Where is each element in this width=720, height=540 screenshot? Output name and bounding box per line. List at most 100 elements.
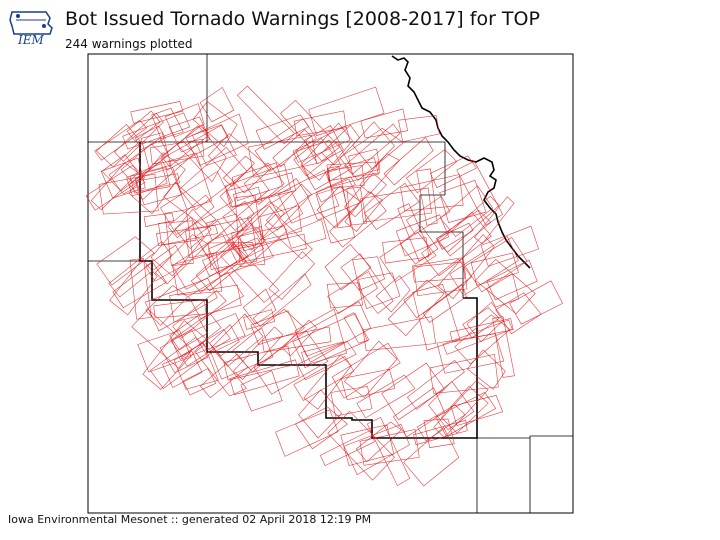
tornado-warning-polygon <box>300 122 353 181</box>
tornado-warning-polygon <box>286 219 327 249</box>
tornado-warning-polygon <box>253 330 329 395</box>
tornado-warning-polygon <box>324 243 372 291</box>
tornado-warning-polygon <box>438 195 500 253</box>
tornado-warning-polygon <box>185 113 249 166</box>
tornado-warning-polygon <box>449 318 514 343</box>
iem-logo-text: IEM <box>17 33 45 46</box>
tornado-warning-polygon <box>423 418 455 448</box>
tornado-warning-polygon <box>470 252 519 286</box>
tornado-warning-polygon <box>330 385 373 417</box>
tornado-warning-polygon <box>363 182 420 231</box>
tornado-warning-polygon <box>277 169 340 224</box>
tornado-warning-polygon <box>301 141 353 191</box>
tornado-warning-polygon <box>280 99 340 162</box>
tornado-warning-polygon <box>114 112 164 162</box>
tornado-warning-polygon <box>171 233 238 290</box>
tornado-warning-polygon <box>340 424 395 466</box>
tornado-warning-polygon <box>435 222 474 250</box>
tornado-warning-polygon <box>439 185 494 238</box>
tornado-warning-polygon <box>413 419 468 446</box>
tornado-warning-polygon <box>296 340 357 381</box>
tornado-warning-polygon <box>495 292 542 335</box>
tornado-warning-polygon <box>398 115 440 143</box>
tornado-warning-polygon <box>329 191 387 248</box>
tornado-warning-polygon <box>387 279 445 337</box>
tornado-warning-polygon <box>168 152 213 210</box>
tornado-warning-polygon <box>298 389 343 439</box>
tornado-warning-polygon <box>392 387 445 438</box>
tornado-warning-polygon <box>229 359 300 396</box>
tornado-warning-polygon <box>382 237 430 264</box>
tornado-warning-polygon <box>466 349 506 390</box>
tornado-warning-polygon <box>95 123 141 168</box>
tornado-warning-polygon <box>360 187 432 223</box>
tornado-warning-polygon <box>340 368 396 401</box>
tornado-warning-polygon <box>295 139 342 180</box>
tornado-warning-polygon <box>413 261 468 297</box>
tornado-warning-polygon <box>268 178 309 218</box>
tornado-warning-polygon <box>355 421 402 463</box>
tornado-warning-polygon <box>436 333 505 374</box>
tornado-warning-polygon <box>222 155 255 187</box>
tornado-warning-polygon <box>475 258 536 315</box>
tornado-warning-polygon <box>96 236 155 286</box>
tornado-warning-polygon <box>343 312 370 344</box>
tornado-warning-polygon <box>430 155 477 189</box>
tornado-warning-polygon <box>156 224 218 247</box>
tornado-warning-polygon <box>150 208 212 277</box>
tornado-warning-polygon <box>304 125 344 165</box>
tornado-warning-polygon <box>292 125 351 163</box>
tornado-warning-polygon <box>220 243 280 303</box>
tornado-warning-polygon <box>509 280 564 325</box>
tornado-warning-polygon <box>303 354 352 410</box>
tornado-warning-polygon <box>171 313 246 360</box>
tornado-warning-polygon <box>182 368 217 396</box>
tornado-warning-polygon <box>327 165 352 229</box>
tornado-warning-polygon <box>405 149 458 194</box>
tornado-warning-polygon <box>440 385 489 434</box>
tornado-warning-polygon <box>437 234 495 300</box>
tornado-warning-polygon <box>343 340 398 398</box>
tornado-warning-polygon <box>210 328 274 380</box>
tornado-warning-polygon <box>435 392 497 437</box>
tornado-warning-polygon <box>236 85 296 145</box>
tornado-warning-polygon <box>397 203 432 262</box>
tornado-warning-polygon <box>359 153 400 194</box>
tornado-warning-polygon <box>296 301 372 363</box>
tornado-warning-polygon <box>308 86 385 137</box>
tornado-warning-polygon <box>356 374 416 419</box>
tornado-warning-polygon <box>416 168 438 226</box>
tornado-warning-polygon <box>429 353 499 394</box>
tornado-warning-polygon <box>282 319 318 357</box>
tornado-warning-polygon <box>194 341 247 397</box>
county-lines <box>88 54 573 513</box>
tornado-warning-polygon <box>295 406 348 450</box>
tornado-warning-polygon <box>268 251 315 301</box>
tornado-warning-polygon <box>207 133 272 194</box>
tornado-warning-polygon <box>98 173 159 215</box>
tornado-warning-polygon <box>100 157 146 199</box>
tornado-warning-polygon <box>209 324 240 357</box>
tornado-warning-polygon <box>129 167 171 194</box>
tornado-warning-polygon <box>412 283 461 351</box>
tornado-warning-polygon <box>243 309 276 330</box>
tornado-warning-polygon <box>292 313 368 368</box>
tornado-warning-polygon <box>293 137 334 177</box>
tornado-warning-polygon <box>403 258 472 319</box>
tornado-warning-polygon <box>230 205 288 266</box>
tornado-warning-polygon <box>383 137 434 186</box>
tornado-warning-polygon <box>403 426 460 487</box>
tornado-warning-polygon <box>149 138 205 165</box>
tornado-warning-polygon <box>420 211 492 277</box>
tornado-warning-polygon <box>159 171 233 235</box>
tornado-warning-polygon <box>149 337 213 390</box>
iem-logo: IEM <box>9 11 53 46</box>
tornado-warning-polygon <box>144 277 218 332</box>
tornado-warning-polygon <box>130 101 184 124</box>
tornado-warning-polygon <box>137 330 192 373</box>
tornado-warning-polygon <box>162 351 203 388</box>
tornado-warning-polygon <box>235 201 285 251</box>
tornado-warning-polygon <box>360 108 408 139</box>
tornado-warning-polygon <box>399 225 439 265</box>
tornado-warning-polygon <box>319 430 375 467</box>
